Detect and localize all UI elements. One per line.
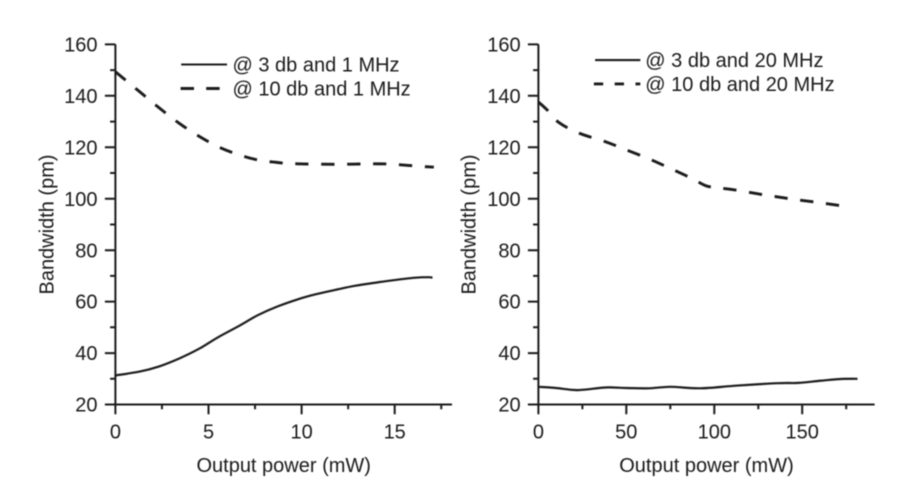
- svg-text:20: 20: [75, 395, 97, 417]
- svg-text:140: 140: [487, 86, 520, 108]
- svg-text:160: 160: [64, 35, 97, 57]
- svg-text:Output power (mW): Output power (mW): [196, 455, 370, 477]
- svg-text:@ 3 db and 20 MHz: @ 3 db and 20 MHz: [645, 50, 823, 72]
- svg-text:10: 10: [290, 422, 312, 444]
- svg-text:@ 10 db and 20 MHz: @ 10 db and 20 MHz: [645, 74, 834, 96]
- svg-text:120: 120: [64, 137, 97, 159]
- svg-text:@ 3 db and 1 MHz: @ 3 db and 1 MHz: [233, 55, 400, 77]
- svg-text:20: 20: [498, 395, 520, 417]
- svg-text:Output power (mW): Output power (mW): [619, 455, 793, 477]
- svg-text:150: 150: [786, 422, 819, 444]
- svg-text:@ 10 db and 1 MHz: @ 10 db and 1 MHz: [233, 79, 411, 101]
- svg-text:100: 100: [64, 189, 97, 211]
- svg-text:5: 5: [203, 422, 214, 444]
- svg-text:100: 100: [698, 422, 731, 444]
- svg-text:40: 40: [498, 343, 520, 365]
- svg-text:140: 140: [64, 86, 97, 108]
- svg-text:Bandwidth (pm): Bandwidth (pm): [36, 154, 58, 294]
- svg-text:Bandwidth (pm): Bandwidth (pm): [458, 154, 480, 294]
- svg-text:80: 80: [75, 240, 97, 262]
- svg-text:120: 120: [487, 137, 520, 159]
- svg-text:60: 60: [498, 292, 520, 314]
- svg-text:80: 80: [498, 240, 520, 262]
- svg-text:60: 60: [75, 292, 97, 314]
- svg-text:0: 0: [533, 422, 544, 444]
- svg-text:40: 40: [75, 343, 97, 365]
- svg-text:0: 0: [110, 422, 121, 444]
- svg-text:50: 50: [615, 422, 637, 444]
- svg-text:100: 100: [487, 189, 520, 211]
- svg-text:160: 160: [487, 35, 520, 57]
- svg-text:15: 15: [384, 422, 406, 444]
